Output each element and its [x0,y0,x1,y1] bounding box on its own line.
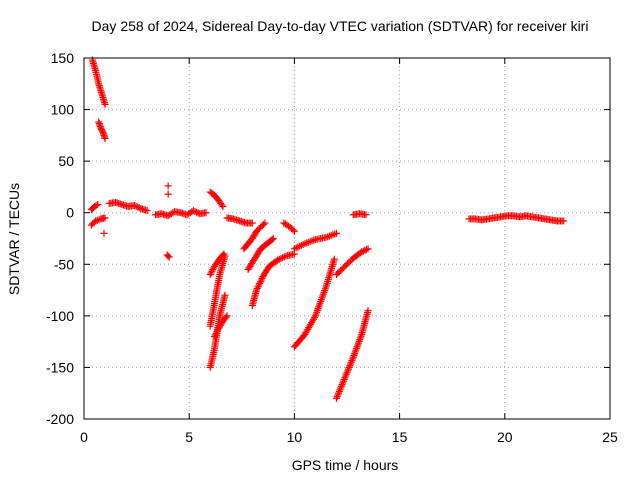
data-point [193,209,200,216]
data-point [560,217,567,224]
y-tick-label: -200 [46,411,74,427]
data-points [88,57,567,402]
y-tick-label: 150 [51,50,75,66]
data-point [165,182,172,189]
data-point [165,253,172,260]
data-point [102,135,109,142]
x-tick-label: 20 [497,429,513,445]
x-tick-label: 0 [80,429,88,445]
y-tick-label: -150 [46,359,74,375]
y-tick-label: -50 [54,256,74,272]
x-axis-label: GPS time / hours [292,457,399,473]
plot-frame [84,58,610,419]
y-axis-label: SDTVAR / TECUs [6,183,22,295]
y-tick-label: 0 [66,205,74,221]
y-tick-label: 50 [58,153,74,169]
data-point [249,220,256,227]
data-point [100,230,107,237]
data-point [203,209,210,216]
y-tick-label: 100 [51,102,75,118]
chart-title: Day 258 of 2024, Sidereal Day-to-day VTE… [92,18,589,34]
data-point [365,307,372,314]
x-tick-label: 10 [287,429,303,445]
data-point [165,191,172,198]
x-tick-label: 25 [602,429,618,445]
y-tick-label: -100 [46,308,74,324]
grid [84,58,610,419]
x-tick-label: 15 [392,429,408,445]
data-point [102,101,109,108]
x-tick-label: 5 [185,429,193,445]
